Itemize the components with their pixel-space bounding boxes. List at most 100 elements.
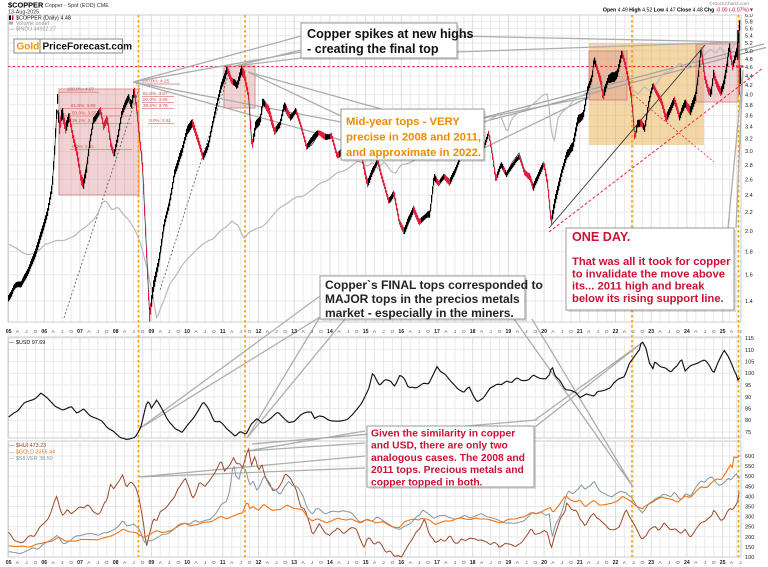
svg-text:A: A	[623, 329, 627, 335]
svg-text:A: A	[551, 329, 555, 335]
svg-text:05: 05	[6, 329, 12, 335]
svg-text:A: A	[159, 560, 163, 566]
svg-text:Mid-year tops - VERY: Mid-year tops - VERY	[346, 116, 460, 128]
svg-text:5.6: 5.6	[745, 27, 753, 33]
svg-text:08: 08	[113, 560, 119, 566]
svg-text:05: 05	[6, 560, 12, 566]
svg-text:75: 75	[745, 430, 751, 436]
svg-text:95: 95	[745, 383, 751, 389]
svg-text:O: O	[319, 560, 323, 566]
svg-text:15: 15	[363, 329, 369, 335]
svg-text:12: 12	[256, 329, 262, 335]
svg-text:precise in 2008 and 2011,: precise in 2008 and 2011,	[346, 132, 481, 144]
svg-text:350: 350	[745, 505, 754, 511]
svg-text:— $USD 97.69: — $USD 97.69	[9, 340, 45, 346]
svg-text:4.4: 4.4	[745, 74, 753, 80]
svg-text:A: A	[230, 329, 234, 335]
svg-text:J: J	[311, 560, 314, 566]
svg-text:O: O	[283, 329, 287, 335]
svg-text:13: 13	[291, 560, 297, 566]
svg-text:O: O	[426, 560, 430, 566]
svg-text:O: O	[712, 560, 716, 566]
svg-text:J: J	[561, 560, 564, 566]
svg-text:O: O	[141, 329, 145, 335]
svg-text:6.0: 6.0	[745, 13, 753, 19]
svg-text:O: O	[605, 560, 609, 566]
svg-text:06: 06	[41, 329, 47, 335]
svg-text:A: A	[230, 560, 234, 566]
svg-text:O: O	[712, 329, 716, 335]
svg-text:J: J	[739, 329, 742, 335]
svg-text:10: 10	[184, 560, 190, 566]
svg-text:O: O	[391, 560, 395, 566]
svg-text:17: 17	[434, 560, 440, 566]
svg-text:J: J	[168, 329, 171, 335]
svg-text:O: O	[605, 329, 609, 335]
svg-text:J: J	[525, 560, 528, 566]
svg-text:copper topped in both.: copper topped in both.	[371, 477, 483, 488]
svg-text:O: O	[105, 329, 109, 335]
svg-text:J: J	[347, 560, 350, 566]
svg-text:A: A	[159, 329, 163, 335]
svg-text:©StockCharts.com: ©StockCharts.com	[709, 0, 749, 7]
svg-text:18: 18	[470, 560, 476, 566]
svg-text:24: 24	[684, 329, 690, 335]
svg-text:550: 550	[745, 464, 754, 470]
svg-text:J: J	[668, 560, 671, 566]
svg-text:O: O	[319, 329, 323, 335]
svg-text:J: J	[418, 560, 421, 566]
svg-text:5.0: 5.0	[745, 49, 753, 55]
svg-text:85: 85	[745, 407, 751, 413]
svg-text:4.2: 4.2	[745, 83, 753, 89]
svg-text:25: 25	[720, 560, 726, 566]
svg-text:O: O	[676, 329, 680, 335]
svg-text:100: 100	[745, 555, 754, 561]
svg-text:O: O	[676, 560, 680, 566]
svg-text:110: 110	[745, 348, 754, 354]
svg-text:61.8%: 3.97: 61.8%: 3.97	[143, 91, 168, 96]
svg-text:and USD, there are only two: and USD, there are only two	[371, 441, 508, 452]
svg-text:105: 105	[745, 360, 754, 366]
svg-text:3.0: 3.0	[745, 149, 753, 155]
svg-text:100.0%: 4.25: 100.0%: 4.25	[142, 79, 170, 84]
svg-text:06: 06	[41, 560, 47, 566]
svg-text:Copper - Spot (EOD) CME: Copper - Spot (EOD) CME	[45, 3, 109, 9]
svg-text:A: A	[587, 329, 591, 335]
svg-text:50.0%: 3.55: 50.0%: 3.55	[72, 111, 97, 116]
svg-text:Open 4.49 High 4.52 Low 4.47 C: Open 4.49 High 4.52 Low 4.47 Close 4.48 …	[603, 8, 754, 14]
svg-text:Volume undef: Volume undef	[16, 21, 49, 27]
svg-text:its... 2011 high and break: its... 2011 high and break	[572, 281, 705, 293]
svg-text:— $INDU 44922.27: — $INDU 44922.27	[9, 27, 56, 33]
svg-text:12: 12	[256, 560, 262, 566]
svg-text:and approximate in 2022.: and approximate in 2022.	[346, 147, 481, 159]
svg-text:50.0%: 3.88: 50.0%: 3.88	[143, 97, 168, 102]
svg-text:O: O	[640, 560, 644, 566]
svg-text:J: J	[739, 560, 742, 566]
svg-text:MAJOR tops in the precios meta: MAJOR tops in the precios metals	[325, 292, 520, 306]
svg-text:J: J	[525, 329, 528, 335]
svg-text:20: 20	[541, 329, 547, 335]
svg-text:22: 22	[613, 560, 619, 566]
svg-text:— $GOLD 3355.44: — $GOLD 3355.44	[9, 450, 55, 456]
svg-text:A: A	[301, 560, 305, 566]
svg-text:O: O	[34, 329, 38, 335]
svg-text:16: 16	[398, 560, 404, 566]
svg-text:A: A	[16, 329, 20, 335]
svg-text:O: O	[498, 329, 502, 335]
svg-text:Given the similarity in copper: Given the similarity in copper	[371, 429, 515, 440]
svg-text:$COPPER: $COPPER	[8, 1, 44, 10]
svg-text:O: O	[212, 329, 216, 335]
svg-text:J: J	[311, 329, 314, 335]
svg-text:17: 17	[434, 329, 440, 335]
svg-text:15: 15	[363, 560, 369, 566]
svg-text:5.4: 5.4	[745, 34, 753, 40]
svg-text:O: O	[391, 329, 395, 335]
svg-text:A: A	[730, 560, 734, 566]
svg-text:115: 115	[745, 336, 754, 342]
svg-text:2.8: 2.8	[745, 163, 753, 169]
svg-text:to invalidate the move above: to invalidate the move above	[572, 268, 725, 280]
svg-text:A: A	[480, 560, 484, 566]
svg-text:A: A	[194, 560, 198, 566]
svg-text:J: J	[239, 560, 242, 566]
svg-text:A: A	[444, 329, 448, 335]
